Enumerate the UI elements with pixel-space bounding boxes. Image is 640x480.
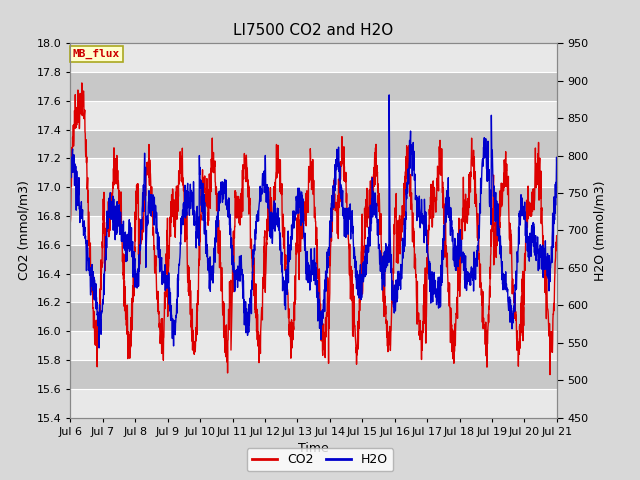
Bar bbox=[70, 158, 557, 187]
Bar bbox=[70, 360, 557, 389]
Bar bbox=[70, 389, 557, 418]
Legend: CO2, H2O: CO2, H2O bbox=[247, 448, 393, 471]
Bar bbox=[70, 245, 557, 274]
Bar bbox=[70, 216, 557, 245]
Bar bbox=[70, 43, 557, 72]
Bar bbox=[70, 130, 557, 158]
Bar bbox=[70, 72, 557, 101]
Bar bbox=[70, 101, 557, 130]
Bar bbox=[70, 302, 557, 331]
Title: LI7500 CO2 and H2O: LI7500 CO2 and H2O bbox=[234, 23, 394, 38]
Bar bbox=[70, 331, 557, 360]
Y-axis label: H2O (mmol/m3): H2O (mmol/m3) bbox=[594, 180, 607, 281]
Bar bbox=[70, 274, 557, 302]
Y-axis label: CO2 (mmol/m3): CO2 (mmol/m3) bbox=[18, 180, 31, 280]
Text: MB_flux: MB_flux bbox=[73, 49, 120, 59]
X-axis label: Time: Time bbox=[298, 442, 329, 455]
Bar bbox=[70, 187, 557, 216]
